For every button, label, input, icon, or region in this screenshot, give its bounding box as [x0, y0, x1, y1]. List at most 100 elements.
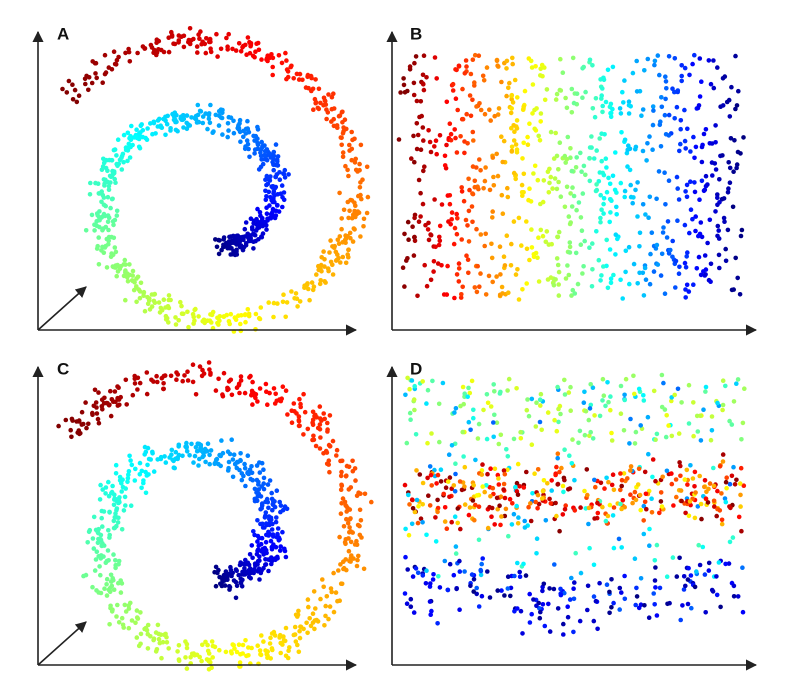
dot — [657, 510, 662, 516]
dot — [432, 144, 437, 149]
dot — [481, 407, 486, 413]
dot — [194, 448, 200, 454]
dot — [201, 453, 206, 458]
dot — [361, 216, 367, 222]
dot — [314, 272, 319, 277]
dot — [538, 66, 543, 72]
dot — [512, 573, 517, 579]
dot — [512, 129, 517, 134]
dot — [104, 576, 110, 582]
dot — [621, 100, 626, 105]
dot — [569, 204, 575, 209]
dot — [306, 604, 311, 610]
dot — [458, 526, 463, 532]
dot — [326, 616, 331, 622]
dot — [619, 590, 624, 595]
dot — [341, 565, 347, 571]
dot — [237, 390, 242, 396]
dot — [562, 447, 567, 453]
dot — [175, 128, 180, 134]
dot — [134, 608, 140, 613]
dot — [474, 585, 480, 591]
dot — [581, 64, 586, 70]
dot — [326, 92, 331, 97]
dot — [416, 504, 421, 509]
dot — [618, 471, 623, 476]
dot — [732, 138, 737, 143]
dot — [647, 134, 652, 139]
dot — [693, 214, 698, 219]
dot — [693, 490, 698, 495]
dot — [282, 638, 288, 644]
dot — [603, 518, 609, 524]
dot — [731, 399, 737, 404]
dot — [243, 319, 248, 325]
dot — [262, 152, 267, 158]
dot — [739, 437, 744, 442]
dot — [609, 577, 614, 582]
dot — [411, 397, 417, 402]
dot — [246, 146, 251, 152]
dot — [111, 502, 117, 508]
dot — [334, 453, 339, 458]
dot — [650, 147, 655, 152]
dot — [685, 250, 690, 255]
dot — [106, 227, 111, 233]
dot — [93, 400, 99, 405]
dot — [106, 241, 111, 247]
dot — [499, 192, 505, 198]
dot — [606, 399, 611, 405]
dot — [582, 389, 587, 395]
dot — [204, 657, 210, 662]
dot — [534, 536, 540, 541]
dot — [231, 578, 237, 583]
dot — [466, 512, 472, 518]
dot — [567, 240, 573, 245]
dot — [210, 643, 216, 649]
dot — [664, 235, 670, 240]
dot — [556, 282, 561, 287]
dot — [534, 551, 539, 556]
dot — [719, 196, 725, 202]
dot — [252, 532, 257, 538]
dot — [546, 190, 552, 195]
dot — [652, 558, 658, 563]
dot — [555, 384, 560, 390]
dot — [208, 102, 213, 108]
dot — [593, 598, 599, 604]
dot — [238, 243, 244, 248]
dot — [632, 556, 638, 561]
dot — [101, 160, 107, 166]
dot — [144, 391, 150, 397]
dot — [302, 283, 307, 289]
dot — [505, 194, 511, 200]
dot — [264, 227, 269, 232]
dot — [489, 255, 495, 261]
dot — [226, 31, 231, 37]
dot — [264, 550, 269, 556]
dot — [258, 305, 264, 310]
dot — [364, 210, 370, 216]
dot — [243, 569, 248, 575]
dot — [110, 483, 115, 489]
dot — [610, 472, 616, 478]
dot — [622, 392, 627, 398]
dot — [205, 648, 211, 654]
dot — [679, 73, 684, 79]
dot — [114, 153, 119, 158]
dot — [263, 539, 269, 545]
dot — [719, 517, 725, 523]
dot — [683, 189, 688, 194]
dot — [245, 233, 250, 239]
dot — [96, 526, 101, 532]
dot — [623, 269, 628, 275]
dot — [550, 186, 555, 191]
dot — [420, 573, 426, 578]
dot — [207, 120, 213, 126]
dot — [558, 194, 564, 199]
dot — [165, 304, 171, 309]
dot — [231, 249, 236, 254]
dot — [145, 462, 150, 468]
dot — [604, 165, 609, 170]
dot — [675, 218, 680, 223]
